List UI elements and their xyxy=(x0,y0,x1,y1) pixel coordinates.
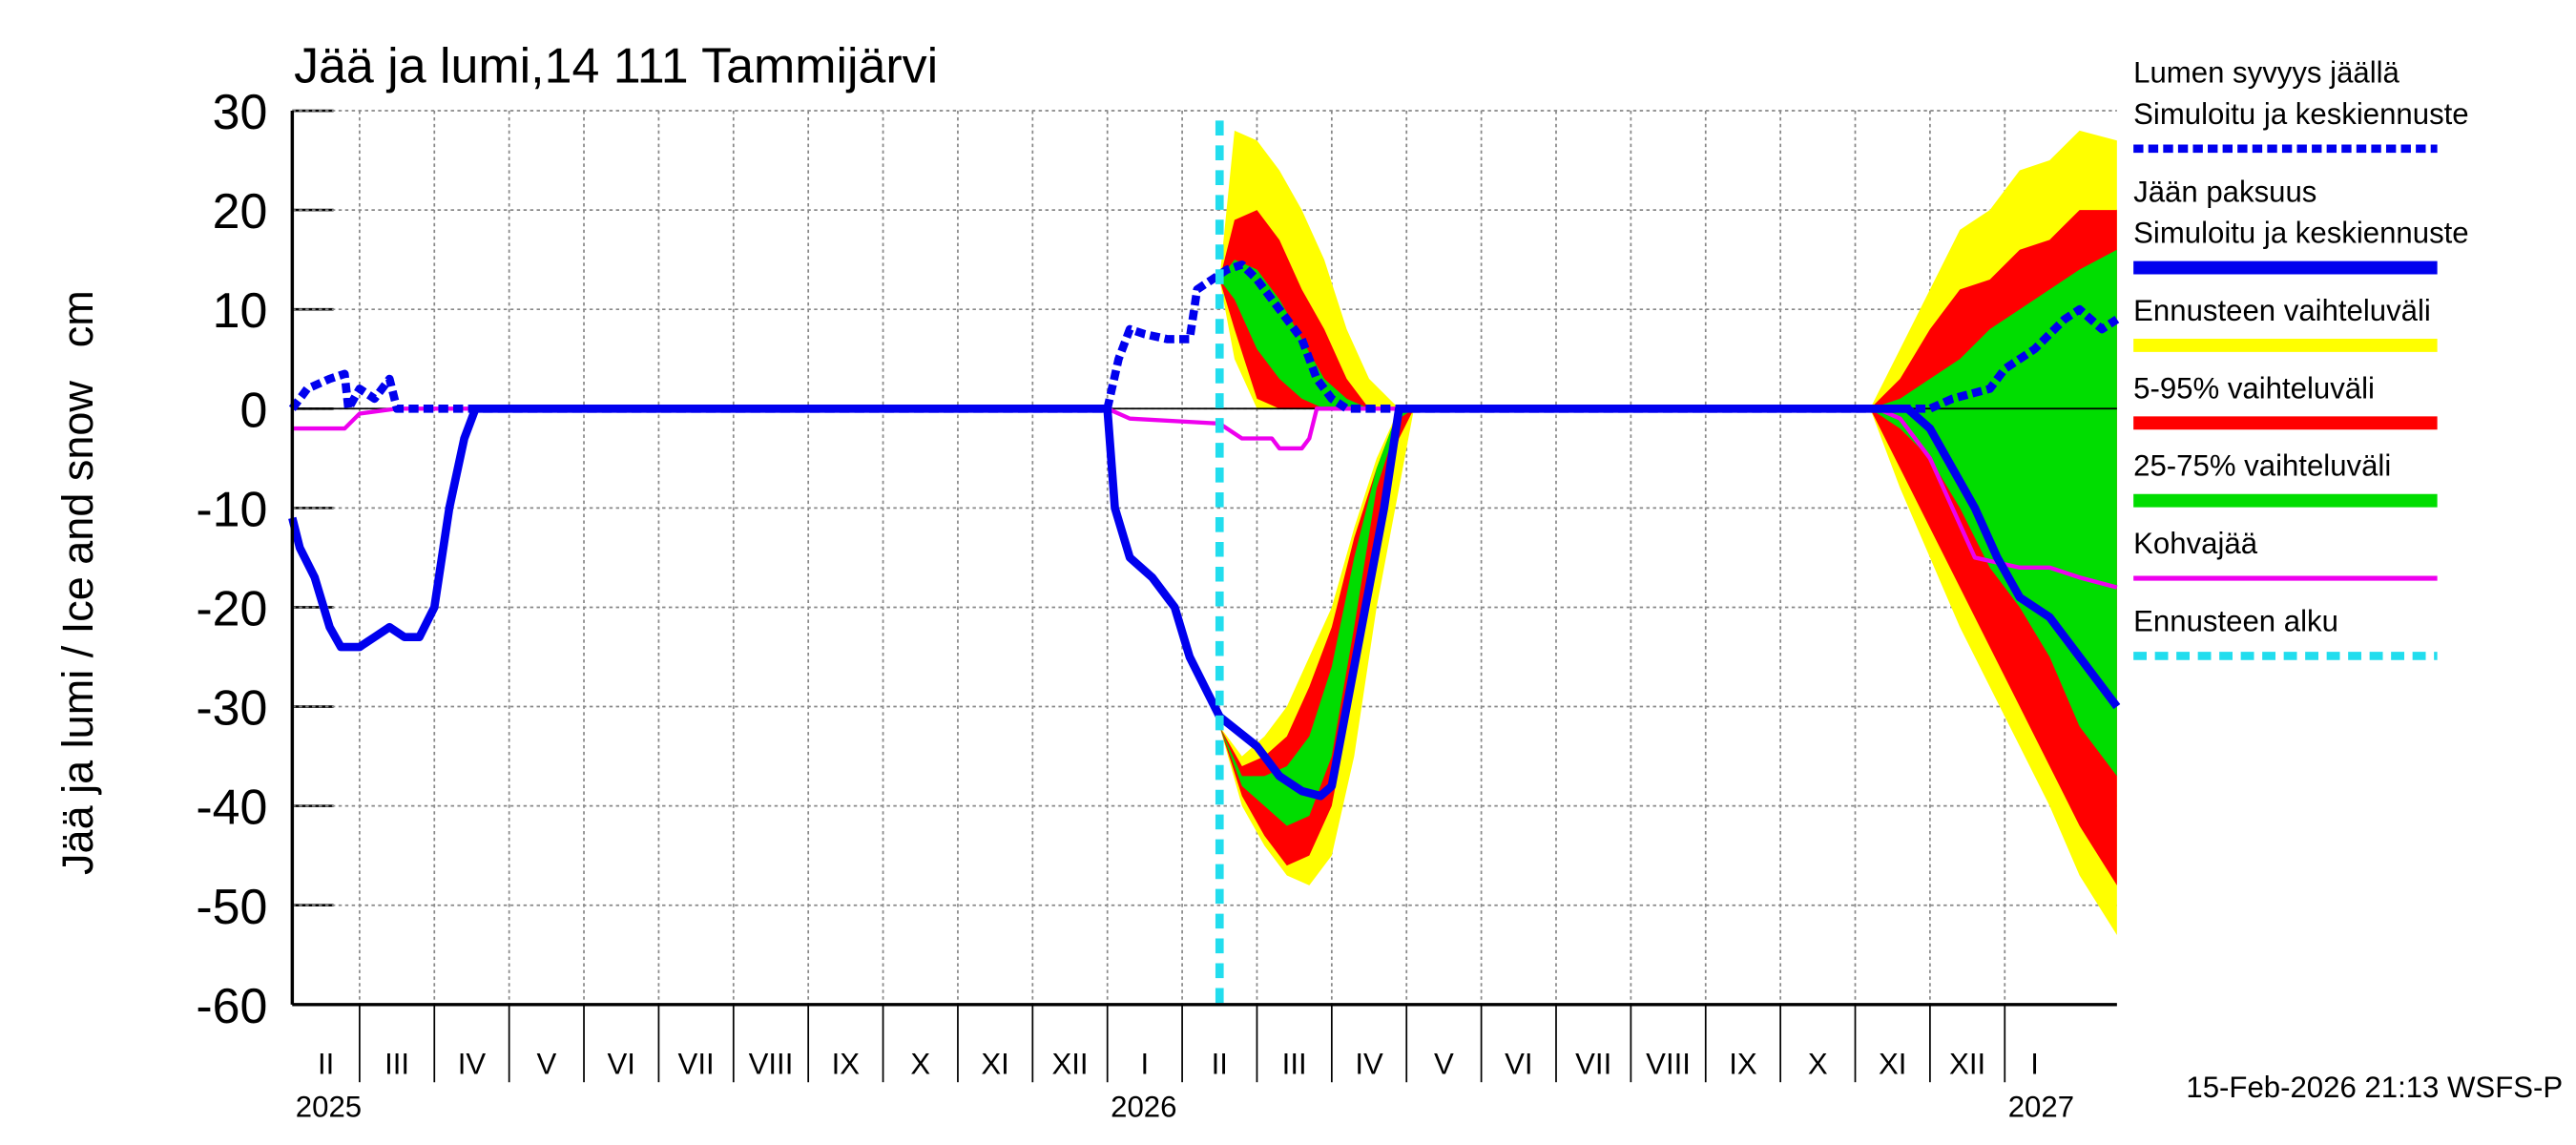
x-tick-label: IX xyxy=(832,1048,861,1081)
x-tick-label: IV xyxy=(1355,1048,1383,1081)
footer: 15-Feb-2026 21:13 WSFS-P xyxy=(2186,1071,2563,1104)
series-line xyxy=(288,404,2121,801)
year-label: 2025 xyxy=(296,1091,362,1124)
legend-label: Kohvajää xyxy=(2133,527,2258,560)
y-axis-label: Jää ja lumi / Ice and snow xyxy=(53,381,102,875)
x-tick-label: I xyxy=(2030,1048,2039,1081)
x-tick-label: II xyxy=(318,1048,334,1081)
series-line xyxy=(288,260,2120,413)
x-tick-label: VII xyxy=(1575,1048,1611,1081)
x-tick-label: XII xyxy=(1051,1048,1088,1081)
x-tick-label: IV xyxy=(458,1048,487,1081)
x-tick-label: III xyxy=(384,1048,409,1081)
y-tick-label: 10 xyxy=(213,283,268,339)
x-tick-label: IX xyxy=(1729,1048,1757,1081)
x-tick-label: XII xyxy=(1949,1048,1985,1081)
legend-label: Ennusteen alku xyxy=(2133,604,2338,637)
x-tick-label: III xyxy=(1282,1048,1307,1081)
x-tick-label: VIII xyxy=(749,1048,794,1081)
x-tick-label: X xyxy=(910,1048,930,1081)
legend-label: 25-75% vaihteluväli xyxy=(2133,449,2391,483)
x-tick-label: V xyxy=(536,1048,556,1081)
y-tick-label: -60 xyxy=(196,979,267,1034)
x-tick-label: II xyxy=(1212,1048,1228,1081)
forecast-band xyxy=(1219,260,1400,409)
legend-label: Simuloitu ja keskiennuste xyxy=(2133,97,2468,131)
y-tick-label: -40 xyxy=(196,781,267,836)
y-tick-label: -20 xyxy=(196,581,267,636)
y-tick-label: 30 xyxy=(213,85,268,140)
legend-label: 5-95% vaihteluväli xyxy=(2133,371,2375,405)
forecast-band xyxy=(1870,249,2117,777)
x-tick-label: VI xyxy=(1505,1048,1532,1081)
legend-label: Lumen syvyys jäällä xyxy=(2133,56,2399,90)
x-tick-label: VIII xyxy=(1646,1048,1691,1081)
y-tick-label: -50 xyxy=(196,880,267,935)
forecast-band xyxy=(1219,408,1415,826)
legend-label: Ennusteen vaihteluväli xyxy=(2133,294,2431,327)
x-tick-label: XI xyxy=(1879,1048,1906,1081)
y-tick-label: 20 xyxy=(213,184,268,239)
chart-title: Jää ja lumi,14 111 Tammijärvi xyxy=(294,39,938,94)
year-label: 2027 xyxy=(2008,1091,2074,1124)
x-tick-label: I xyxy=(1141,1048,1150,1081)
legend-label: Jään paksuus xyxy=(2133,175,2316,208)
x-tick-label: VII xyxy=(678,1048,715,1081)
x-tick-label: X xyxy=(1808,1048,1828,1081)
y-tick-label: 0 xyxy=(240,383,268,438)
y-tick-label: -10 xyxy=(196,482,267,537)
y-tick-label: -30 xyxy=(196,681,267,737)
year-label: 2026 xyxy=(1111,1091,1176,1124)
x-tick-label: VI xyxy=(608,1048,635,1081)
legend-label: Simuloitu ja keskiennuste xyxy=(2133,217,2468,250)
y-axis-unit: cm xyxy=(53,290,102,347)
x-tick-label: V xyxy=(1434,1048,1454,1081)
x-tick-label: XI xyxy=(981,1048,1008,1081)
